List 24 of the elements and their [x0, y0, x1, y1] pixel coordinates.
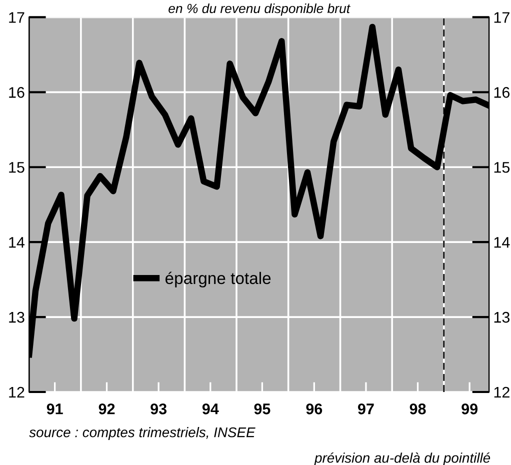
- x-tick-label: 92: [98, 404, 115, 414]
- y-tick-label: 12: [9, 386, 24, 398]
- y2-tick-label: 15: [494, 162, 510, 173]
- y2-tick-label: 17: [494, 12, 510, 23]
- chart-title: en % du revenu disponible brut: [168, 3, 350, 16]
- x-tick-label: 93: [150, 404, 167, 414]
- y2-tick-label: 14: [494, 237, 510, 248]
- y2-tick-label: 16: [494, 87, 510, 98]
- x-tick-label: 94: [202, 404, 219, 414]
- x-tick-label: 98: [410, 404, 426, 414]
- x-tick-label: 97: [358, 404, 374, 414]
- x-tick-label: 99: [462, 404, 478, 414]
- y-tick-label: 14: [9, 237, 25, 248]
- y-tick-label: 17: [9, 12, 24, 23]
- x-tick-label: 91: [46, 404, 63, 414]
- legend-label: épargne totale: [165, 272, 271, 288]
- y-tick-label: 16: [9, 87, 24, 98]
- y2-tick-label: 12: [494, 386, 510, 398]
- source-note: source : comptes trimestriels, INSEE: [29, 427, 256, 440]
- x-tick-label: 96: [306, 404, 322, 414]
- y2-tick-label: 13: [494, 312, 510, 323]
- y-tick-label: 15: [9, 162, 24, 173]
- y-tick-label: 13: [9, 312, 24, 323]
- x-tick-label: 95: [254, 404, 270, 414]
